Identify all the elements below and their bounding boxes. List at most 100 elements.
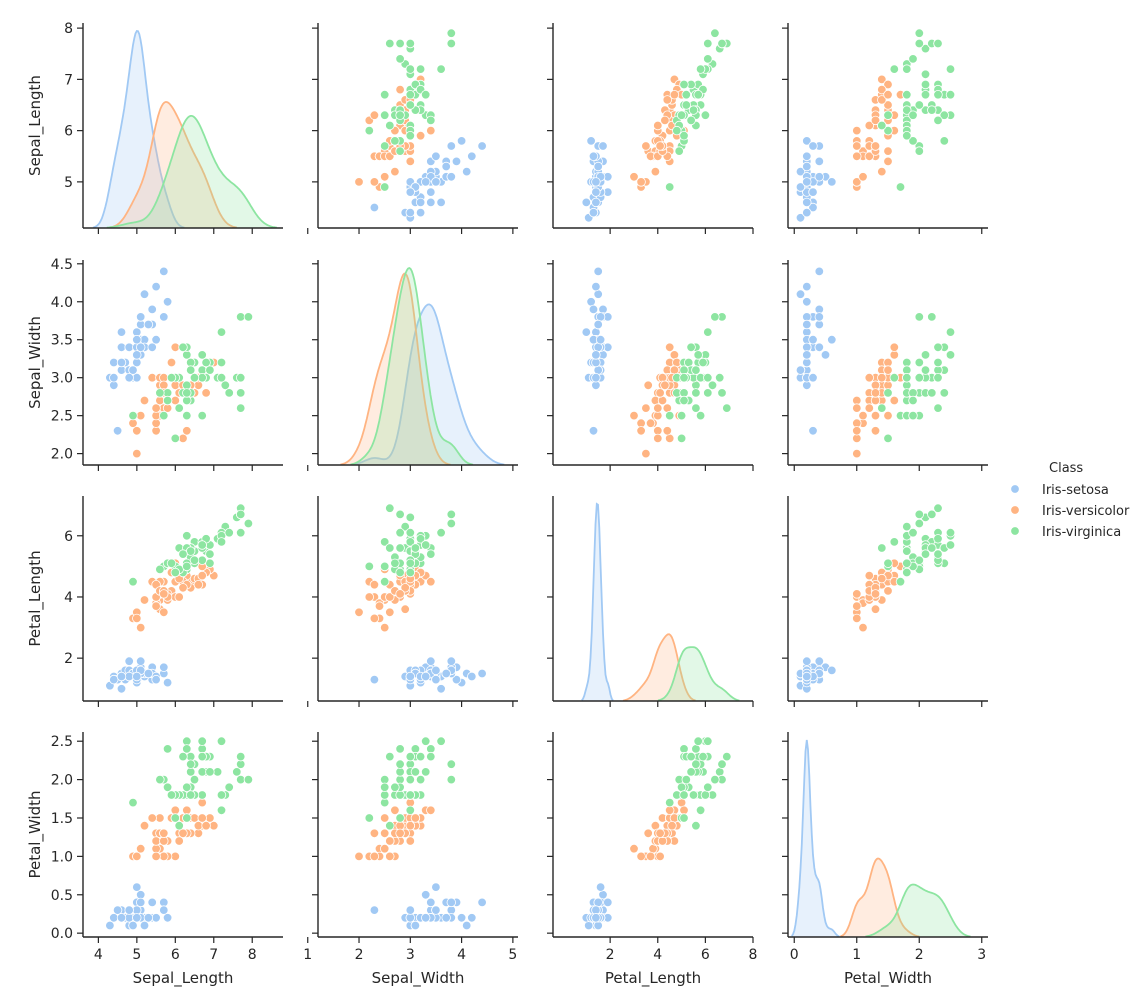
point-Iris-setosa xyxy=(132,913,142,923)
point-Iris-setosa xyxy=(431,882,441,892)
point-Iris-setosa xyxy=(151,281,161,292)
point-Iris-versicolor xyxy=(852,125,862,136)
point-Iris-virginica xyxy=(902,521,912,532)
point-Iris-virginica xyxy=(908,110,918,120)
kde-line-Iris-versicolor xyxy=(109,101,237,229)
point-Iris-versicolor xyxy=(858,622,868,633)
point-Iris-virginica xyxy=(205,549,215,559)
point-Iris-virginica xyxy=(686,767,696,777)
point-Iris-virginica xyxy=(232,767,242,777)
point-Iris-setosa xyxy=(159,662,169,673)
point-Iris-versicolor xyxy=(883,365,893,375)
panel-Petal_Width-vs-Petal_Length: 2 4 6 8 xyxy=(547,732,757,963)
point-Iris-virginica xyxy=(162,744,173,754)
point-Iris-virginica xyxy=(182,813,192,823)
point-Iris-virginica xyxy=(159,410,169,421)
point-Iris-versicolor xyxy=(369,851,380,862)
point-Iris-versicolor xyxy=(166,357,177,368)
point-Iris-versicolor xyxy=(390,805,400,816)
point-Iris-virginica xyxy=(889,64,900,74)
point-Iris-virginica xyxy=(380,141,390,151)
point-Iris-setosa xyxy=(598,141,608,151)
point-Iris-versicolor xyxy=(858,410,868,421)
point-Iris-setosa xyxy=(116,671,127,682)
x-tick-label: 7 xyxy=(209,947,218,963)
point-Iris-setosa xyxy=(446,141,457,151)
point-Iris-versicolor xyxy=(364,592,375,602)
point-Iris-virginica xyxy=(703,736,713,746)
point-Iris-virginica xyxy=(216,357,227,368)
point-Iris-virginica xyxy=(364,813,375,823)
point-Iris-versicolor xyxy=(877,74,887,85)
panel-Sepal_Length-vs-Petal_Width xyxy=(782,23,988,234)
point-Iris-versicolor xyxy=(369,613,380,624)
point-Iris-virginica xyxy=(914,373,925,383)
point-Iris-versicolor xyxy=(426,805,436,816)
legend-marker xyxy=(1010,484,1020,494)
point-Iris-setosa xyxy=(446,897,457,908)
point-Iris-setosa xyxy=(162,677,173,688)
point-Iris-versicolor xyxy=(852,426,862,436)
point-Iris-virginica xyxy=(436,528,446,538)
point-Iris-virginica xyxy=(908,528,918,538)
point-Iris-setosa xyxy=(795,166,806,177)
panel-Petal_Width-vs-Sepal_Length: 4 5 6 7 8 0.0 0.5 1.0 1.5 2.0 2.5 xyxy=(51,732,283,963)
point-Iris-setosa xyxy=(802,207,812,218)
point-Iris-setosa xyxy=(159,266,169,277)
y-tick-label: 8 xyxy=(64,21,73,37)
point-Iris-versicolor xyxy=(877,84,887,95)
point-Iris-versicolor xyxy=(653,403,663,413)
point-Iris-setosa xyxy=(795,289,806,299)
point-Iris-virginica xyxy=(243,312,254,322)
point-Iris-virginica xyxy=(914,518,925,529)
point-Iris-versicolor xyxy=(877,573,887,584)
point-Iris-versicolor xyxy=(667,821,677,831)
x-tick-label: 3 xyxy=(977,947,986,963)
point-Iris-virginica xyxy=(405,512,416,523)
point-Iris-virginica xyxy=(920,549,931,559)
point-Iris-setosa xyxy=(802,151,812,162)
point-Iris-virginica xyxy=(914,509,925,520)
point-Iris-versicolor xyxy=(380,828,390,839)
point-Iris-setosa xyxy=(593,319,603,330)
point-Iris-setosa xyxy=(421,890,431,900)
point-Iris-virginica xyxy=(672,125,682,136)
point-Iris-setosa xyxy=(467,913,477,923)
point-Iris-virginica xyxy=(189,555,200,566)
point-Iris-virginica xyxy=(883,388,893,398)
point-Iris-versicolor xyxy=(405,836,416,846)
point-Iris-virginica xyxy=(415,534,426,544)
x-tick-label: 5 xyxy=(132,947,141,963)
point-Iris-setosa xyxy=(795,365,806,375)
point-Iris-versicolor xyxy=(864,403,875,413)
point-Iris-setosa xyxy=(827,335,837,345)
point-Iris-virginica xyxy=(380,782,390,793)
point-Iris-virginica xyxy=(695,410,706,421)
point-Iris-virginica xyxy=(395,54,405,64)
point-Iris-virginica xyxy=(170,813,181,823)
point-Iris-virginica xyxy=(691,759,701,769)
point-Iris-versicolor xyxy=(193,580,204,590)
point-Iris-virginica xyxy=(415,774,426,785)
point-Iris-versicolor xyxy=(870,115,881,126)
panel-Sepal_Width-vs-Sepal_Width xyxy=(307,260,518,471)
point-Iris-virginica xyxy=(688,790,699,800)
y-tick-label: 2.0 xyxy=(51,773,73,789)
point-Iris-versicolor xyxy=(410,813,421,823)
point-Iris-setosa xyxy=(595,335,606,345)
point-Iris-virginica xyxy=(927,543,937,553)
point-Iris-virginica xyxy=(415,64,426,74)
point-Iris-setosa xyxy=(441,668,451,679)
x-tick-label: 4 xyxy=(653,947,662,963)
point-Iris-virginica xyxy=(162,395,173,406)
x-tick-label: 1 xyxy=(303,947,312,963)
point-Iris-virginica xyxy=(224,782,234,793)
point-Iris-setosa xyxy=(593,266,603,277)
point-Iris-versicolor xyxy=(385,836,395,846)
point-Iris-virginica xyxy=(364,561,375,572)
y-tick-label: 2.0 xyxy=(51,447,73,463)
point-Iris-virginica xyxy=(722,751,732,762)
x-tick-label: 1 xyxy=(852,947,861,963)
point-Iris-versicolor xyxy=(201,388,211,398)
point-Iris-setosa xyxy=(808,202,818,213)
